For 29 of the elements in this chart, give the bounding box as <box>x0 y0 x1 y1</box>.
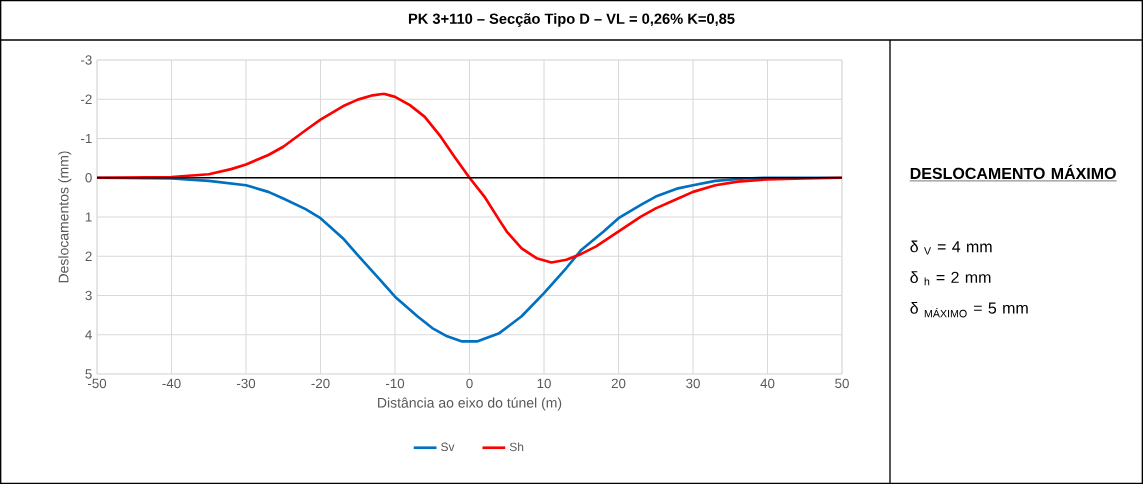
y-tick-label: -3 <box>81 55 92 65</box>
y-tick-label: -2 <box>81 94 92 104</box>
text: DESLOCAMENTO MÁXIMO <box>910 164 1116 180</box>
x-tick-label: -10 <box>385 378 405 389</box>
y-tick-label: 2 <box>85 251 92 261</box>
text: δ $_{MÁXIMO}$ = 5 mm <box>910 301 1028 318</box>
text: δ $_{V}$ = 4 mm <box>910 240 992 255</box>
x-tick-label: 10 <box>537 378 551 389</box>
chart-title: PK 3+110 – Secção Tipo D – VL = 0,26% K=0,85 <box>408 13 735 27</box>
y-tick-label: -1 <box>81 133 92 144</box>
x-tick-label: 50 <box>835 378 849 389</box>
legend-label: Sh <box>509 442 524 452</box>
y-tick-label: 3 <box>85 290 92 301</box>
y-tick-label: 1 <box>85 212 92 222</box>
x-tick-label: 30 <box>686 378 700 389</box>
x-tick-label: -40 <box>162 378 181 389</box>
x-tick-label: 0 <box>466 378 473 389</box>
legend-label: Sv <box>441 442 455 452</box>
y-axis-title: Deslocamentos (mm) <box>58 151 72 283</box>
x-tick-label: 40 <box>760 378 775 389</box>
x-axis-title: Distância ao eixo do túnel (m) <box>378 397 562 411</box>
y-tick-label: 4 <box>85 330 92 340</box>
x-tick-label: -50 <box>87 378 107 389</box>
y-tick-label: 5 <box>85 369 92 379</box>
x-tick-label: 20 <box>611 378 626 389</box>
text: δ $_{h}$ = 2 mm <box>910 271 991 286</box>
y-tick-label: 0 <box>85 173 92 183</box>
x-tick-label: -20 <box>311 378 330 389</box>
x-tick-label: -30 <box>236 378 256 389</box>
